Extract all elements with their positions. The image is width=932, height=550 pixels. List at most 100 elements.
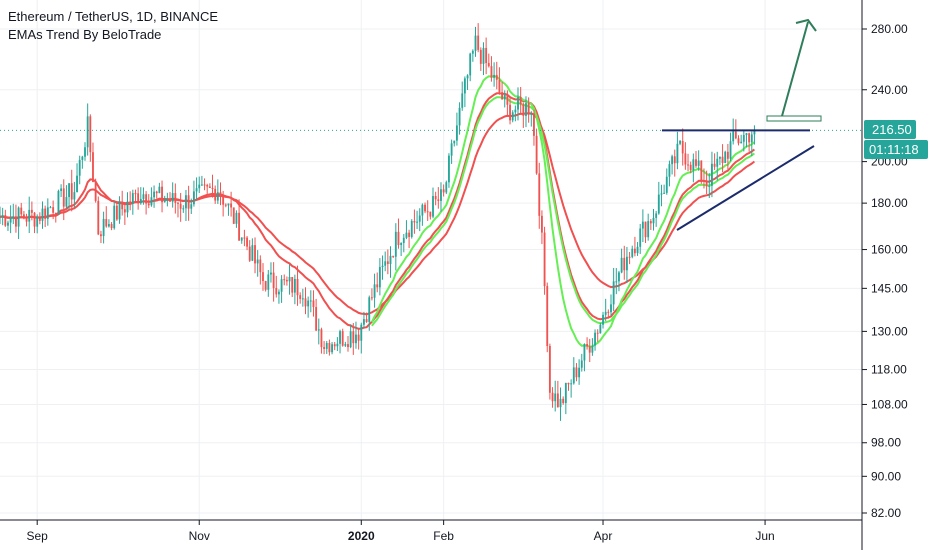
candle-body [331, 344, 333, 353]
candle-body [352, 331, 355, 344]
candle-body [373, 284, 376, 298]
candle-body [487, 63, 490, 67]
candle-body [607, 311, 610, 313]
candle-body [192, 191, 195, 205]
candle-body [121, 201, 124, 210]
candle-body [70, 183, 73, 200]
ascending-trendline [676, 145, 815, 231]
candle-body [548, 346, 551, 393]
candle-body [432, 196, 434, 217]
candle-body [320, 329, 323, 348]
candle-body [52, 207, 55, 213]
candle-body [17, 207, 20, 227]
x-tick-label: Sep [27, 529, 49, 543]
candle-body [533, 113, 535, 136]
candle-body [726, 151, 729, 159]
candle-body [684, 153, 687, 165]
candle-body [216, 192, 219, 201]
symbol-title[interactable]: Ethereum / TetherUS, 1D, BINANCE [8, 9, 219, 24]
candle-body [190, 204, 193, 209]
candle-body [546, 286, 549, 347]
candle-body [376, 284, 379, 288]
candle-body [716, 158, 719, 167]
candle-body [60, 188, 63, 192]
candle-body [453, 140, 456, 144]
candle-body [740, 141, 743, 144]
candle-body [543, 232, 546, 287]
drawing-tools[interactable] [0, 18, 862, 231]
ema-21-green-line [371, 96, 755, 327]
candle-body [214, 188, 217, 201]
candle-body [663, 192, 666, 194]
candle-body [429, 211, 432, 217]
candle-body [360, 324, 363, 341]
candle-body [142, 194, 145, 199]
candle-body [394, 231, 397, 257]
candle-body [514, 109, 517, 113]
candle-body [501, 92, 504, 100]
candle-body [525, 103, 527, 116]
candle-body [288, 276, 291, 282]
candle-body [742, 134, 745, 142]
candle-body [700, 160, 703, 181]
candle-body [596, 332, 599, 334]
grid-lines [0, 0, 862, 520]
candle-body [256, 259, 259, 264]
candle-body [734, 131, 737, 139]
candle-body [36, 216, 39, 227]
candle-body [445, 182, 448, 193]
candle-body [365, 319, 368, 322]
candle-body [461, 93, 464, 108]
candle-body [559, 398, 562, 408]
target-box [766, 115, 822, 122]
candle-body [161, 186, 163, 203]
candle-body [238, 212, 241, 241]
candle-body [304, 298, 307, 307]
candle-body [570, 383, 573, 385]
candle-body [211, 187, 214, 189]
candle-body [315, 307, 318, 331]
candle-body [668, 164, 671, 177]
candle-body [586, 343, 589, 347]
candle-body [378, 267, 381, 288]
candle-body [20, 207, 23, 215]
candle-body [92, 152, 94, 183]
price-tags: 216.50 01:11:18 [864, 120, 928, 159]
candle-body [405, 232, 408, 238]
candle-body [511, 112, 514, 121]
candle-body [482, 47, 485, 64]
candle-body [676, 143, 679, 164]
candle-body [424, 204, 426, 212]
candle-body [572, 367, 575, 384]
candle-body [652, 217, 655, 224]
y-tick-label: 98.00 [871, 436, 901, 450]
candle-body [400, 243, 403, 246]
candle-body [418, 215, 421, 222]
candle-body [224, 204, 227, 206]
candle-body [110, 224, 113, 229]
candle-body [84, 147, 86, 157]
x-tick-label: 2020 [348, 529, 375, 543]
candle-body [107, 224, 110, 227]
candle-body [222, 196, 225, 205]
candle-body [155, 191, 158, 194]
candle-body [139, 198, 142, 204]
candle-body [711, 163, 713, 186]
y-axis[interactable]: 280.00240.00200.00180.00160.00145.00130.… [861, 0, 908, 550]
candle-body [341, 331, 344, 346]
candle-body [262, 272, 264, 282]
ema-13-line [370, 75, 756, 348]
x-axis[interactable]: Sep Nov 2020 Feb Apr Jun [0, 519, 862, 543]
candle-body [413, 220, 416, 223]
indicator-title[interactable]: EMAs Trend By BeloTrade [8, 27, 162, 42]
candle-body [254, 245, 256, 264]
candle-body [681, 140, 684, 154]
candle-body [73, 192, 76, 200]
candle-body [240, 237, 243, 241]
candle-body [347, 344, 349, 348]
candle-body [325, 343, 328, 349]
candle-body [641, 221, 644, 229]
y-tick-label: 240.00 [871, 83, 908, 97]
candle-body [750, 134, 753, 143]
